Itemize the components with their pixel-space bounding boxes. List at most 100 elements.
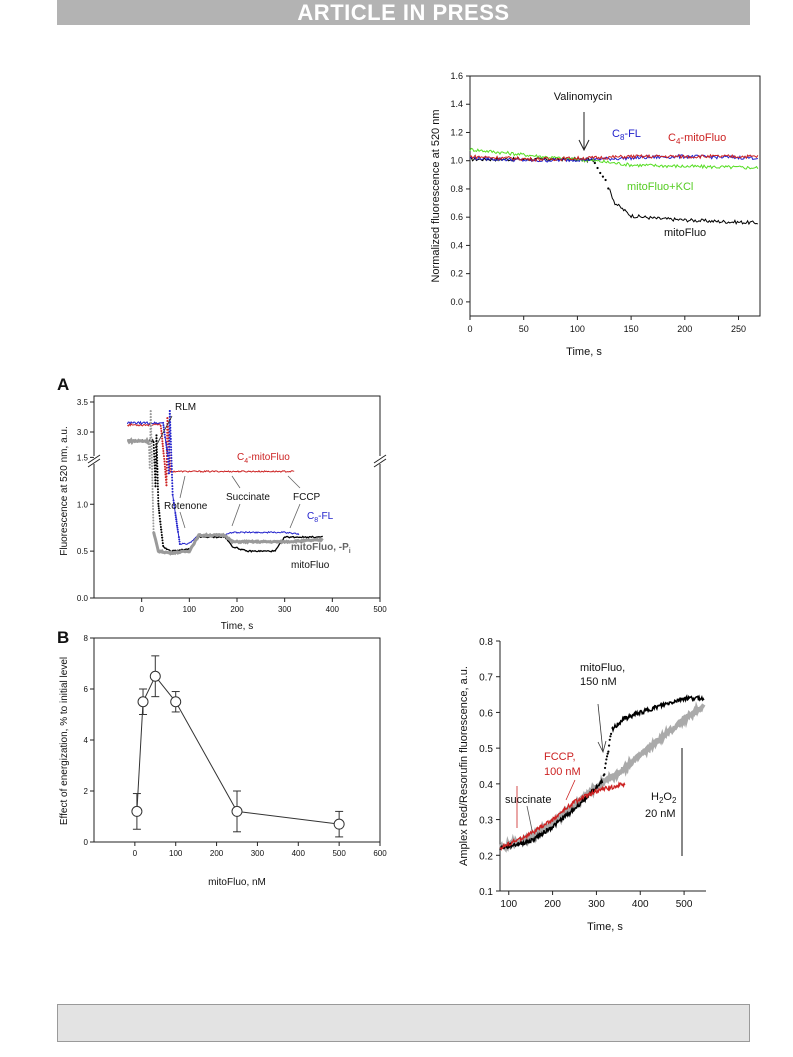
- fccp-label: FCCP: [293, 492, 321, 503]
- series-dot-a: [166, 450, 169, 453]
- series-dot-mitofluo-d: [605, 755, 609, 758]
- series-dot-a: [176, 528, 179, 531]
- series-dot-a: [163, 463, 166, 466]
- series-dot-a: [170, 451, 173, 454]
- series-dot-a: [150, 453, 153, 456]
- series-dot-a: [151, 473, 154, 476]
- series-dot-a: [150, 424, 153, 427]
- x-tick-label: 300: [251, 849, 265, 858]
- series-dot-a: [154, 482, 157, 485]
- series-dot-a: [168, 436, 171, 439]
- series-dot-mitofluo: [599, 171, 602, 175]
- series-dot-a: [156, 488, 159, 491]
- series-dot-a: [163, 465, 166, 468]
- fccp-arrow-down: [289, 503, 301, 529]
- x-tick-label: 0: [467, 324, 472, 334]
- series-dot-a: [168, 460, 171, 463]
- y-tick-label: 3.0: [77, 428, 89, 437]
- series-dot-a: [165, 475, 168, 478]
- x-tick-label: 400: [632, 899, 649, 910]
- series-dot-a: [157, 505, 160, 508]
- series-dot-mitofluo: [596, 166, 599, 170]
- y-axis-label-b: Effect of energization, % to initial lev…: [59, 657, 70, 825]
- series-dot-a: [165, 448, 168, 451]
- x-tick-label: 0: [133, 849, 138, 858]
- series-line-control-d: [499, 701, 706, 853]
- series-dot-a: [155, 453, 158, 456]
- series-dot-a: [170, 459, 173, 462]
- succinate-arrow-up: [231, 475, 241, 489]
- series-dot-a: [171, 490, 174, 493]
- data-point: [333, 818, 345, 830]
- series-line-mitofluo-d: [611, 694, 705, 733]
- y-tick-label: 0.2: [479, 851, 493, 862]
- series-dot-a: [166, 417, 169, 420]
- series-dot-a: [156, 459, 159, 462]
- series-dot-a: [153, 455, 156, 458]
- series-dot-a: [157, 507, 160, 510]
- series-dot-a: [176, 524, 179, 527]
- series-dot-a: [167, 469, 170, 472]
- rotenone-arrow-up: [179, 475, 186, 499]
- series-dot-a: [167, 428, 170, 431]
- c4-mitofluo-label: C4-mitoFluo: [668, 132, 726, 146]
- succinate-label: Succinate: [226, 492, 270, 503]
- series-dot-a: [149, 413, 152, 416]
- series-dot-a: [151, 499, 154, 502]
- series-dot-a: [152, 449, 155, 452]
- series-dot-a: [165, 463, 168, 466]
- series-dot-a: [158, 511, 161, 514]
- series-dot-a: [165, 478, 168, 481]
- series-dot-a: [151, 470, 154, 473]
- series-dot-a: [160, 528, 163, 531]
- series-dot-a: [164, 468, 167, 471]
- series-dot-a: [156, 462, 159, 465]
- x-tick-label: 400: [292, 849, 306, 858]
- series-dot-mitofluo: [601, 175, 605, 178]
- series-dot-mitofluo: [607, 187, 610, 190]
- series-dot-a: [157, 494, 160, 497]
- series-dot-a: [161, 539, 164, 542]
- y-tick-label: 0.0: [77, 594, 89, 603]
- series-line-c4-mitofluo: [469, 153, 759, 162]
- series-dot-a: [151, 479, 154, 482]
- axis-break-mask-right: [374, 456, 386, 464]
- series-dot-a: [178, 540, 181, 543]
- series-dot-a: [160, 533, 163, 536]
- y-tick-label: 0.6: [479, 708, 493, 719]
- y-tick-label: 0.4: [479, 780, 493, 791]
- series-dot-a: [170, 473, 173, 476]
- rotenone-arrow-down: [179, 511, 186, 529]
- series-dot-a: [168, 415, 171, 418]
- series-dot-a: [150, 456, 153, 459]
- series-dot-mitofluo-d: [604, 762, 607, 765]
- x-tick-label: 500: [676, 899, 693, 910]
- series-dot-a: [172, 499, 175, 502]
- series-dot-a: [165, 466, 168, 469]
- x-tick-label: 100: [500, 899, 517, 910]
- h2o2-label: H2O2: [651, 791, 677, 805]
- series-line-a: [127, 422, 162, 427]
- series-dot-a: [169, 429, 172, 432]
- series-dot-a: [150, 427, 153, 430]
- data-point: [170, 696, 182, 708]
- y-tick-label: 0.3: [479, 816, 493, 827]
- series-dot-a: [148, 454, 151, 457]
- series-dot-a: [168, 442, 171, 445]
- series-dot-a: [155, 451, 158, 454]
- series-dot-a: [155, 437, 158, 440]
- x-tick-label: 100: [169, 849, 183, 858]
- valinomycin-label: Valinomycin: [554, 91, 613, 103]
- series-dot-a: [161, 437, 164, 440]
- series-dot-a: [162, 452, 165, 455]
- series-dot-a: [151, 482, 154, 485]
- x-tick-label: 50: [519, 324, 529, 334]
- mitofluo-label-a: mitoFluo: [291, 560, 330, 571]
- series-dot-a: [149, 418, 152, 421]
- rlm-label: RLM: [175, 402, 196, 413]
- series-dot-a: [165, 469, 168, 472]
- series-dot-a: [171, 482, 174, 485]
- x-axis-label-a: Time, s: [221, 621, 253, 632]
